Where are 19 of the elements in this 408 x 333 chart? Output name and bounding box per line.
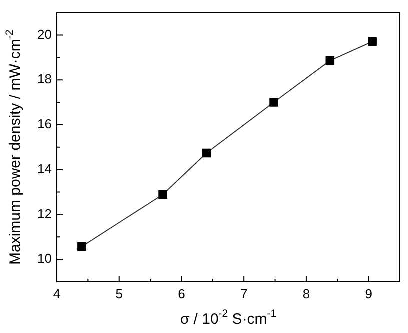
point [326,56,335,66]
y-tick-label: 20 [38,26,52,42]
x-tick-label: 7 [240,286,248,302]
y-tick-label: 16 [38,116,52,132]
x-tick-label: 9 [365,286,372,302]
x-tick-label: 6 [178,286,186,302]
x-tick-label: 8 [302,286,310,302]
point [202,148,212,158]
point [78,242,86,252]
x-tick-label: 4 [53,286,61,302]
y-tick-label: 18 [38,72,52,87]
y-axis-title: Maximum power density / mW·cm-2 [4,30,24,265]
point [158,190,168,200]
point [270,98,278,107]
point [368,37,377,46]
y-tick-label: 14 [38,161,52,176]
y-tick-label: 12 [38,206,52,222]
y-tick-label: 10 [38,251,52,266]
x-tick-label: 5 [116,286,123,302]
